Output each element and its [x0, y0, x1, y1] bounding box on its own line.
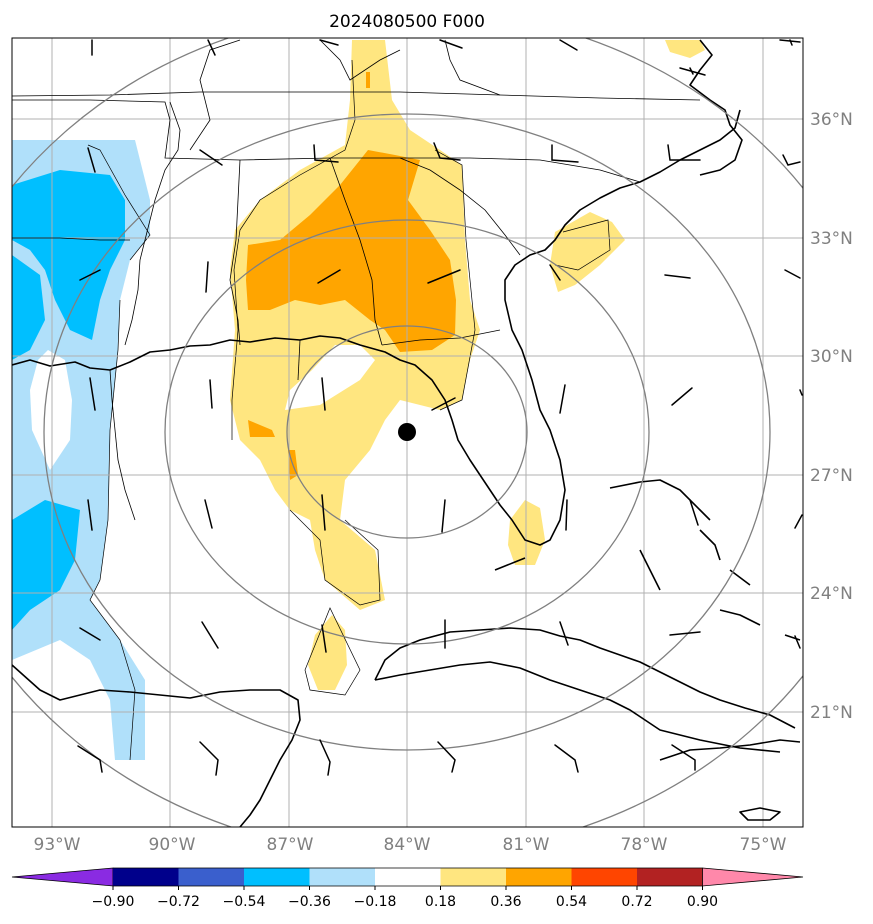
colorbar-segment [244, 868, 310, 886]
light-blue-region [12, 140, 150, 760]
colorbar-segment [637, 868, 703, 886]
lat-tick-labels: 36°N 33°N 30°N 27°N 24°N 21°N [810, 110, 853, 723]
jamaica [739, 807, 781, 821]
orange-region-main [246, 150, 456, 352]
colorbar: −0.90 −0.72 −0.54 −0.36 −0.18 0.18 0.36 0.54 0.7… [11, 867, 804, 910]
colorbar-tick-label: 0.72 [621, 894, 652, 910]
colorbar-tick-label: −0.18 [354, 894, 397, 910]
storm-center-icon [398, 423, 416, 441]
colorbar-segment [440, 868, 507, 886]
colorbar-segment [113, 868, 179, 886]
gulf-coast [12, 109, 741, 546]
orange-region-spot1 [248, 420, 275, 437]
colorbar-tick-label: −0.54 [223, 894, 266, 910]
range-rings [12, 38, 803, 827]
yucatan-coast [12, 664, 301, 827]
lon-tick-label: 81°W [503, 835, 550, 855]
lat-tick-label: 21°N [810, 703, 853, 723]
colorbar-tick-label: 0.18 [425, 894, 456, 910]
colorbar-tick-label: 0.90 [687, 894, 718, 910]
lon-tick-label: 75°W [740, 835, 787, 855]
colorbar-segment [375, 868, 441, 886]
lon-tick-label: 90°W [149, 835, 196, 855]
lon-tick-labels: 93°W 90°W 87°W 84°W 81°W 78°W 75°W [34, 835, 787, 855]
bahamas [609, 479, 801, 641]
hispaniola-coast [659, 739, 801, 761]
colorbar-tick-label: −0.36 [288, 894, 331, 910]
light-yellow-region-ne-corner [665, 40, 705, 58]
colorbar-tick-label: −0.90 [92, 894, 135, 910]
orange-region-spot3 [366, 72, 370, 88]
light-yellow-region-carolina [550, 212, 625, 292]
blue-region-west-edge [12, 255, 45, 360]
white-hole-west [30, 350, 72, 470]
lon-tick-label: 84°W [384, 835, 431, 855]
colorbar-extend-max [702, 867, 804, 887]
lon-tick-label: 93°W [34, 835, 81, 855]
wind-barbs [77, 39, 803, 776]
colorbar-segment [178, 868, 245, 886]
contour-lines [87, 59, 611, 761]
cuba-coast [374, 627, 796, 729]
lat-tick-label: 27°N [810, 466, 853, 486]
colorbar-tick-label: 0.36 [490, 894, 521, 910]
colorbar-tick-label: 0.54 [556, 894, 587, 910]
lat-tick-label: 24°N [810, 584, 853, 604]
lon-tick-label: 78°W [621, 835, 668, 855]
colorbar-extend-min [11, 867, 114, 887]
map-frame [11, 37, 804, 828]
political-borders [12, 39, 701, 521]
cuba-south-coast [374, 661, 781, 753]
colorbar-frame [113, 867, 703, 887]
florida-keys [494, 557, 526, 571]
lon-tick-label: 87°W [267, 835, 314, 855]
lat-tick-label: 33°N [810, 229, 853, 249]
colorbar-segment [571, 868, 638, 886]
atlantic-ne-coast [689, 39, 743, 176]
colorbar-tick-label: −0.72 [157, 894, 200, 910]
light-yellow-region-gulf-south [308, 615, 347, 690]
blue-region-north [12, 170, 125, 340]
lat-tick-label: 30°N [810, 347, 853, 367]
map-title: 2024080500 F000 [329, 12, 485, 32]
shaded-field-blue-west [12, 140, 150, 760]
coastlines [12, 39, 801, 827]
colorbar-segment [506, 868, 572, 886]
lat-tick-label: 36°N [810, 110, 853, 130]
colorbar-segment [309, 868, 376, 886]
